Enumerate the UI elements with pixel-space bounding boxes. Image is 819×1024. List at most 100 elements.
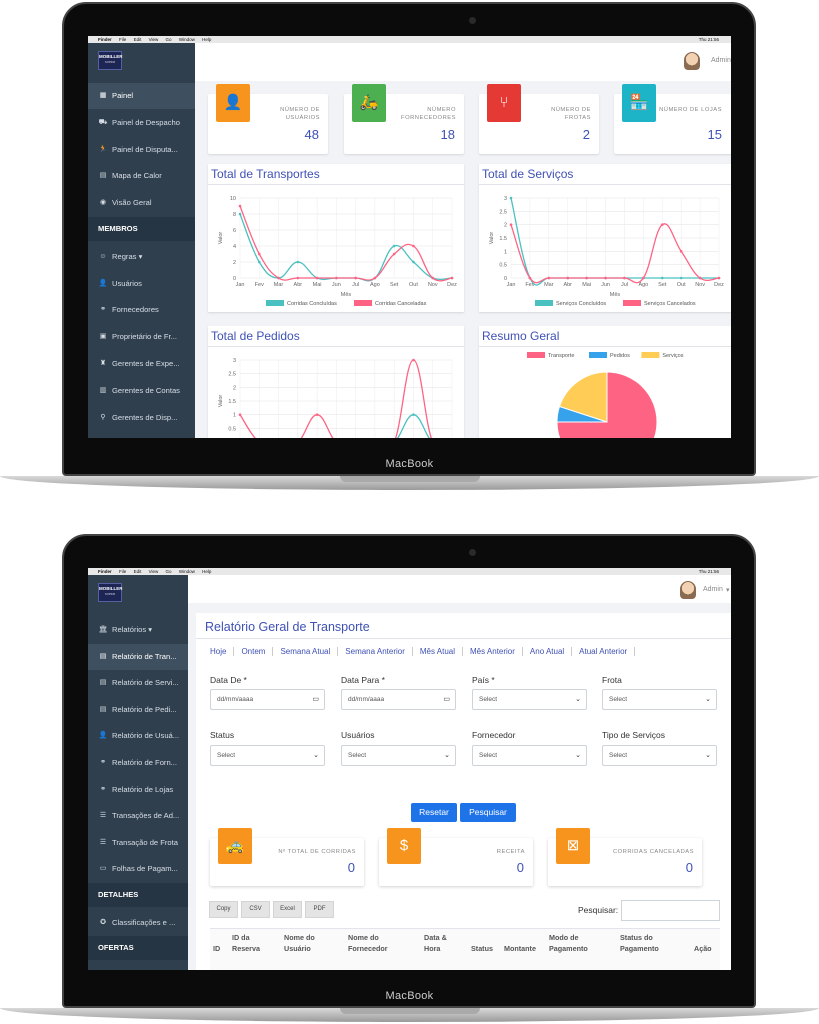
sidebar-item-relatorio-de-forn[interactable]: ⚭ Relatório de Forn...	[88, 750, 188, 776]
tab-semana-atual[interactable]: Semana Atual	[273, 647, 339, 656]
sidebar-item-painel-de-disputa[interactable]: 🏃 Painel de Disputa...	[88, 137, 195, 163]
search-button[interactable]: Pesquisar	[460, 803, 516, 822]
sidebar-item-painel-de-despacho[interactable]: ⛟ Painel de Despacho	[88, 110, 195, 136]
tab-ontem[interactable]: Ontem	[234, 647, 274, 656]
csv-button[interactable]: CSV	[241, 901, 270, 918]
menu-view[interactable]: View	[148, 569, 159, 574]
reset-button[interactable]: Resetar	[411, 803, 457, 822]
menu-file[interactable]: File	[119, 37, 127, 42]
th-acao[interactable]: Ação	[694, 944, 712, 953]
chevron-down-icon[interactable]: ▾	[726, 587, 730, 594]
status-select[interactable]: Select ⌄	[210, 745, 325, 766]
sidebar-item-visao-geral[interactable]: ◉ Visão Geral	[88, 190, 195, 216]
legend-swatch	[354, 300, 372, 306]
app-logo[interactable]: MOBILLER SUPER	[98, 583, 123, 602]
sidebar-item-painel[interactable]: ▦ Painel	[88, 83, 195, 109]
th-status[interactable]: Status	[471, 944, 493, 953]
date-from-input[interactable]: dd/mm/aaaa ▭	[210, 689, 325, 710]
pdf-button[interactable]: PDF	[305, 901, 334, 918]
menu-help[interactable]: Help	[202, 37, 212, 42]
sidebar-item-relatorio-de-lojas[interactable]: ⚭ Relatório de Lojas	[88, 777, 188, 803]
th-status-pagamento[interactable]: Status do Pagamento	[620, 933, 659, 953]
clock: Thu 21:56	[698, 569, 719, 574]
search-input[interactable]	[621, 900, 720, 921]
menu-finder[interactable]: Finder	[98, 569, 112, 574]
dashboard-icon: ▦	[99, 92, 107, 99]
menu-window[interactable]: Window	[178, 37, 195, 42]
th-id-reserva[interactable]: ID da Reserva	[232, 933, 260, 953]
app-logo[interactable]: MOBILLER SUPER	[98, 51, 123, 70]
sidebar-item-label: OFERTAS	[98, 943, 134, 953]
user-name[interactable]: Admin	[711, 57, 731, 64]
menu-window[interactable]: Window	[178, 569, 195, 574]
tab-hoje[interactable]: Hoje	[210, 647, 235, 656]
stat-label: NÚMERO DE USUÁRIOS	[280, 107, 320, 121]
y-tick-label: 6	[233, 228, 236, 234]
sidebar-item-regras[interactable]: ☺ Regras ▾	[88, 244, 195, 270]
sidebar-item-label: Regras ▾	[112, 251, 143, 261]
copy-button[interactable]: Copy	[209, 901, 238, 918]
x-tick-label: Jan	[507, 282, 516, 288]
sidebar-item-fornecedores[interactable]: ⚭ Fornecedores	[88, 297, 195, 323]
menu-file[interactable]: File	[119, 569, 127, 574]
sidebar-item-promocodes[interactable]: ▣Promocodes	[88, 963, 188, 970]
menu-go[interactable]: Go	[165, 569, 172, 574]
th-montante[interactable]: Montante	[504, 944, 536, 953]
tab-atual-anterior[interactable]: Atual Anterior	[572, 647, 636, 656]
tab-mes-atual[interactable]: Mês Atual	[413, 647, 464, 656]
menu-go[interactable]: Go	[165, 37, 172, 42]
sidebar-item-relatorio-de-tran[interactable]: ▤ Relatório de Tran...	[88, 643, 188, 670]
calendar-icon[interactable]: ▭	[443, 696, 450, 703]
sidebar-item-gerentes-de-disp[interactable]: ⚲ Gerentes de Disp...	[88, 405, 195, 431]
data-point	[450, 276, 454, 280]
calendar-icon[interactable]: ▭	[312, 696, 319, 703]
sidebar-item-classificacoes-e[interactable]: ✪ Classificações e ...	[88, 910, 188, 936]
x-tick-label: Out	[409, 282, 418, 288]
sidebar-item-relatorios[interactable]: 🏛 Relatórios ▾	[88, 617, 188, 643]
th-id[interactable]: ID	[213, 944, 221, 953]
avatar[interactable]	[684, 52, 700, 70]
th-nome-fornecedor[interactable]: Nome do Fornecedor	[348, 933, 388, 953]
sidebar-item-relatorio-de-pedi[interactable]: ▤ Relatório de Pedi...	[88, 697, 188, 723]
report-icon: ▤	[99, 652, 107, 660]
sidebar-item-transacao-de-frota[interactable]: ☰ Transação de Frota	[88, 830, 188, 856]
menu-finder[interactable]: Finder	[98, 37, 112, 42]
stat-value: 0	[516, 860, 524, 875]
sidebar-item-transacoes-de-ad[interactable]: ☰ Transações de Ad...	[88, 803, 188, 829]
service-type-select[interactable]: Select ⌄	[602, 745, 717, 766]
data-point	[257, 252, 261, 256]
sidebar-item-proprietario-de-fr[interactable]: ▣ Proprietário de Fr...	[88, 324, 195, 350]
x-tick-label: Dez	[447, 282, 457, 288]
supplier-select[interactable]: Select ⌄	[472, 745, 587, 766]
sidebar-item-usuarios[interactable]: 👤 Usuários	[88, 271, 195, 297]
avatar[interactable]	[680, 581, 696, 599]
fleet-select[interactable]: Select ⌄	[602, 689, 717, 710]
menu-help[interactable]: Help	[202, 569, 212, 574]
sidebar-item-folhas-de-pagam[interactable]: ▭ Folhas de Pagam...	[88, 856, 188, 882]
data-point	[698, 276, 702, 280]
tab-semana-anterior[interactable]: Semana Anterior	[338, 647, 413, 656]
dollar-icon: $	[387, 828, 421, 864]
users-select[interactable]: Select ⌄	[341, 745, 456, 766]
excel-button[interactable]: Excel	[273, 901, 302, 918]
th-data-hora[interactable]: Data & Hora	[424, 933, 447, 953]
sidebar-item-relatorio-de-usua[interactable]: 👤 Relatório de Usuá...	[88, 723, 188, 749]
th-nome-usuario[interactable]: Nome do Usuário	[284, 933, 315, 953]
menu-edit[interactable]: Edit	[133, 569, 142, 574]
data-point	[642, 276, 645, 280]
logo-sub: SUPER	[104, 60, 116, 64]
sidebar-item-relatorio-de-servi[interactable]: ▤ Relatório de Servi...	[88, 670, 188, 696]
sidebar-item-gerentes-de-expe[interactable]: ♜ Gerentes de Expe...	[88, 351, 195, 377]
field-value: dd/mm/aaaa	[348, 696, 385, 703]
menu-view[interactable]: View	[148, 37, 159, 42]
tab-ano-atual[interactable]: Ano Atual	[523, 647, 573, 656]
country-select[interactable]: Select ⌄	[472, 689, 587, 710]
data-point	[412, 358, 415, 362]
tab-mes-anterior[interactable]: Mês Anterior	[463, 647, 523, 656]
th-modo-pagamento[interactable]: Modo de Pagamento	[549, 933, 588, 953]
sidebar-item-gerentes-de-contas[interactable]: ▥ Gerentes de Contas	[88, 378, 195, 404]
menu-edit[interactable]: Edit	[133, 37, 142, 42]
user-name[interactable]: Admin	[703, 586, 723, 593]
sidebar-item-mapa-de-calor[interactable]: ▤ Mapa de Calor	[88, 163, 195, 189]
date-to-input[interactable]: dd/mm/aaaa ▭	[341, 689, 456, 710]
